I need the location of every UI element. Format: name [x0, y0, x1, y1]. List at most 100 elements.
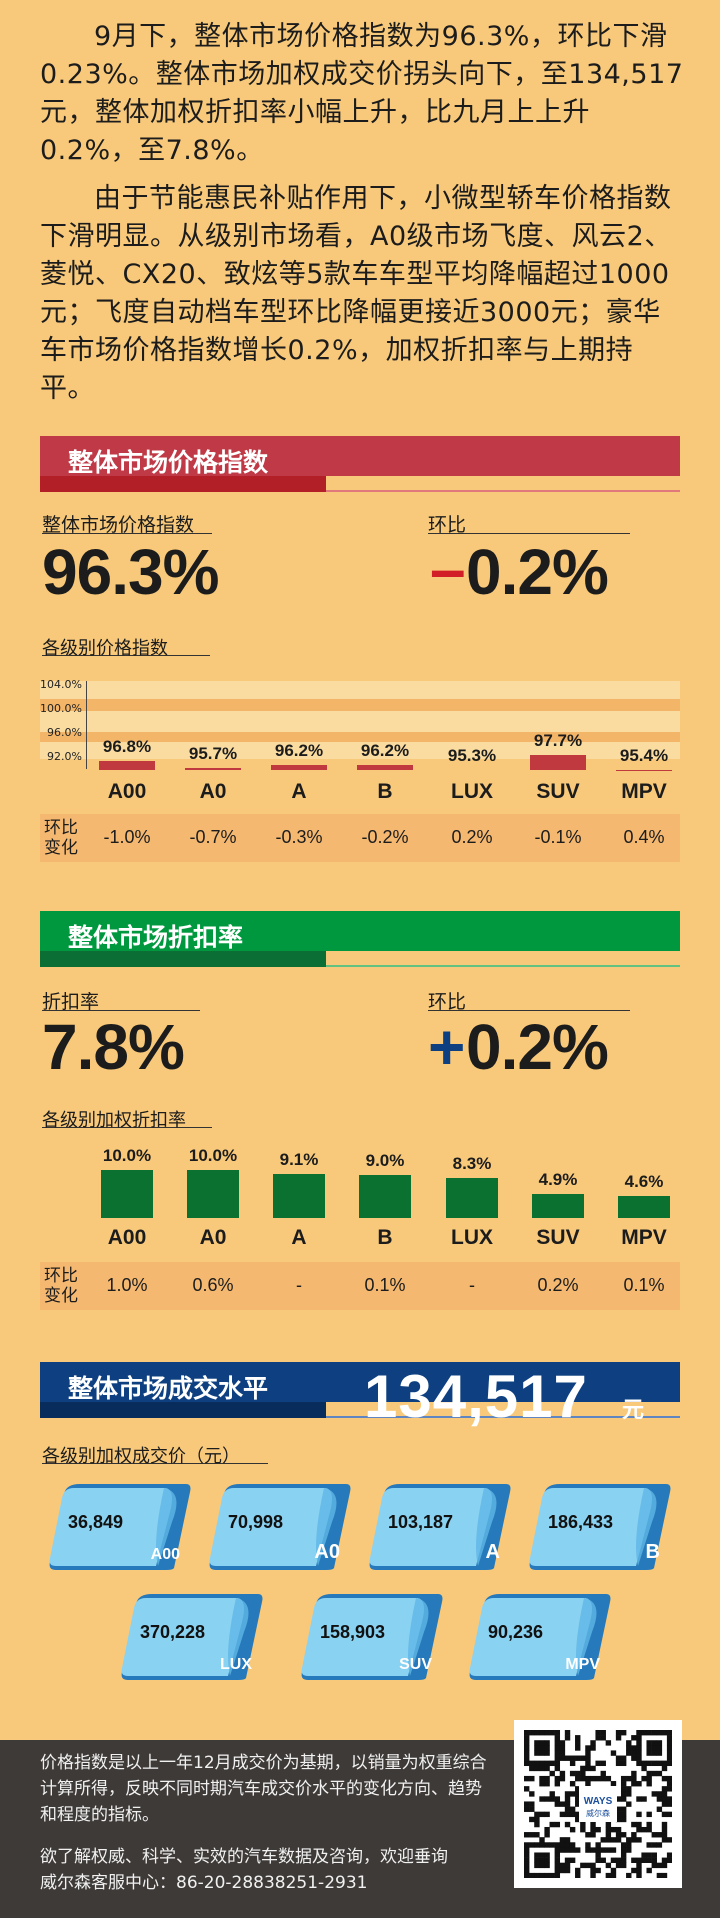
card-shape [209, 1484, 351, 1570]
price-index-banner: 整体市场价格指数 [40, 436, 680, 492]
price-card-category: MPV [565, 1656, 600, 1673]
overall-price-value: 134,517 [364, 1363, 588, 1430]
category-label: A [291, 780, 307, 803]
bar-price-index-A [271, 764, 327, 770]
bar-price-index-B [357, 764, 413, 770]
price-index-change-row: 环比变化 [40, 814, 680, 862]
price-card-value: 186,433 [548, 1512, 614, 1532]
bar-discount-rate-LUX [446, 1178, 498, 1218]
category-label: B [377, 1226, 393, 1249]
banner-title: 整体市场折扣率 [68, 923, 244, 952]
footer-contact-line-2: 威尔森客服中心：86-20-28838251-2931 [40, 1873, 368, 1893]
bar-value-label: 8.3% [452, 1154, 492, 1174]
qr-logo-icon [579, 1786, 617, 1822]
price-index-value: 96.3% [42, 536, 219, 608]
price-card-category: A [485, 1541, 500, 1563]
bar-price-index-SUV [530, 755, 586, 770]
chart-band [40, 732, 680, 742]
bar-discount-rate-B [359, 1174, 411, 1218]
footer-contact: 欲了解权威、科学、实效的汽车数据及咨询，欢迎垂询 威尔森客服中心：86-20-2… [40, 1844, 495, 1896]
card-shape [49, 1484, 191, 1570]
card-shape [469, 1594, 611, 1680]
banner-underline [326, 1416, 680, 1418]
banner-bar [40, 911, 680, 951]
change-value: -1.0% [103, 827, 151, 847]
price-card-MPV: 90,236 MPV [466, 1592, 612, 1682]
price-card-category: SUV [399, 1656, 432, 1673]
banner-bar [40, 1362, 680, 1402]
price-card-SUV: 158,903 SUV [298, 1592, 444, 1682]
category-label: A0 [199, 1226, 227, 1249]
bar-discount-rate-SUV [532, 1194, 584, 1218]
card-shape [369, 1484, 511, 1570]
banner-tail [40, 1402, 326, 1418]
transaction-price-chart-title: 各级别加权成交价（元） [42, 1442, 268, 1467]
bar-value-label: 4.9% [538, 1170, 578, 1190]
category-label: SUV [536, 1226, 580, 1249]
bar-discount-rate-A0 [187, 1170, 239, 1218]
chart-band [40, 742, 680, 759]
bar-price-index-A0 [185, 767, 241, 770]
bar-value-label: 10.0% [102, 1146, 152, 1165]
price-card-value: 90,236 [488, 1622, 544, 1642]
price-card-value: 158,903 [320, 1622, 386, 1642]
change-value: 0.2% [537, 1275, 579, 1295]
change-value: 0.2% [451, 827, 493, 847]
price-card-category: LUX [220, 1656, 252, 1673]
category-label: B [377, 780, 393, 803]
chart-band [40, 681, 680, 699]
intro-paragraph-1: 9月下，整体市场价格指数为96.3%，环比下滑0.23%。整体市场加权成交价拐头… [40, 21, 684, 166]
banner-title: 整体市场价格指数 [68, 448, 269, 477]
qr-logo-brand-cn: 威尔森 [586, 1808, 610, 1818]
intro-paragraph-2: 由于节能惠民补贴作用下，小微型轿车价格指数下滑明显。从级别市场看，A0级市场飞度… [40, 183, 672, 404]
bar-discount-rate-A [273, 1174, 325, 1218]
qr-code[interactable]: WAYS 威尔森 [514, 1720, 682, 1888]
discount-rate-mom-label: 环比 [428, 987, 630, 1013]
change-value: - [469, 1275, 475, 1295]
discount-rate-banner: 整体市场折扣率 [40, 911, 680, 967]
price-card-value: 370,228 [140, 1622, 206, 1642]
transaction-price-banner: 整体市场成交水平 [40, 1362, 680, 1418]
category-label: LUX [451, 780, 493, 803]
banner-tail [40, 476, 326, 492]
change-value: - [296, 1275, 302, 1295]
banner-title: 整体市场成交水平 [68, 1374, 269, 1403]
bar-discount-rate-MPV [618, 1195, 670, 1218]
price-index-label: 整体市场价格指数 [42, 510, 212, 536]
bar-price-index-A00 [99, 760, 155, 770]
price-index-chart: 104.0% 100.0% 96.0% 92.0% [40, 676, 680, 776]
bar-value-label: 4.6% [624, 1171, 664, 1191]
minus-sign-icon: – [430, 533, 466, 605]
price-index-mom-label: 环比 [428, 510, 630, 536]
price-card-value: 36,849 [68, 1512, 124, 1532]
change-value: -0.1% [534, 827, 582, 847]
discount-rate-mom-value: 0.2% [466, 1011, 609, 1083]
price-card-value: 70,998 [228, 1512, 284, 1532]
plus-sign-icon: + [428, 1011, 466, 1083]
chart-band [40, 699, 680, 711]
discount-rate-chart-title: 各级别加权折扣率 [42, 1106, 212, 1131]
price-index-chart-title: 各级别价格指数 [42, 634, 210, 659]
bar-value-label: 10.0% [188, 1146, 238, 1165]
bar-value-label: 96.8% [102, 736, 152, 756]
bar-value-label: 95.4% [619, 745, 669, 765]
price-card-category: A0 [314, 1541, 340, 1563]
overall-price-unit: 元 [622, 1398, 645, 1423]
y-tick-label: 100.0% [40, 702, 82, 715]
bar-value-label: 9.0% [365, 1150, 405, 1170]
category-label: A [291, 1226, 307, 1249]
change-value: -0.3% [275, 827, 323, 847]
price-card-B: 186,433 B [526, 1482, 672, 1572]
category-label: MPV [621, 780, 667, 803]
price-card-A00: 36,849 A00 [46, 1482, 192, 1572]
price-card-LUX: 370,228 LUX [118, 1592, 264, 1682]
y-tick-label: 96.0% [47, 726, 82, 739]
bar-value-label: 95.7% [188, 743, 238, 763]
card-shape [529, 1484, 671, 1570]
intro-text: 9月下，整体市场价格指数为96.3%，环比下滑0.23%。整体市场加权成交价拐头… [40, 18, 685, 418]
category-label: MPV [621, 1226, 667, 1249]
price-card-category: A00 [150, 1546, 180, 1563]
change-value: 0.6% [192, 1275, 234, 1295]
change-value: -0.7% [189, 827, 237, 847]
